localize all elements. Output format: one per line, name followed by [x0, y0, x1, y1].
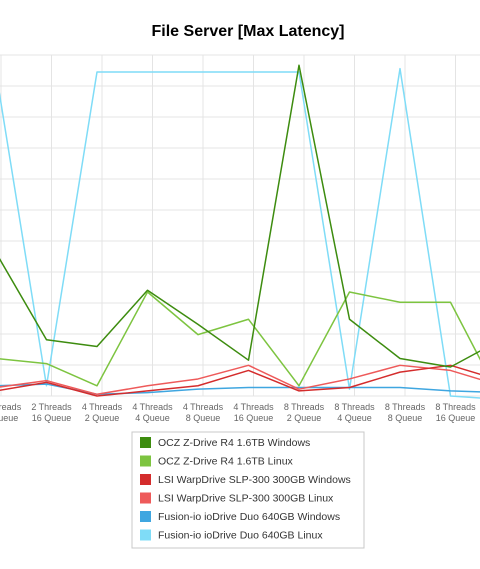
- legend-frame: [131, 431, 365, 549]
- legend-swatch: [140, 492, 151, 504]
- series-line: [0, 64, 480, 368]
- x-tick-label: 8 Threads 8 Queue: [385, 402, 426, 423]
- legend-swatch: [140, 455, 151, 467]
- legend-swatch: [140, 529, 151, 541]
- legend-label: OCZ Z-Drive R4 1.6TB Linux: [158, 456, 294, 468]
- legend-swatch: [140, 511, 151, 522]
- legend-swatch: [140, 474, 151, 485]
- series-line: [0, 67, 480, 399]
- x-tick-label: 8 Threads 4 Queue: [334, 402, 375, 423]
- x-tick-label: 4 Threads 8 Queue: [183, 402, 224, 423]
- series-line: [0, 291, 480, 387]
- x-tick-label: 4 Threads 16 Queue: [233, 402, 274, 423]
- x-tick-label: 2 Threads 16 Queue: [31, 402, 72, 423]
- legend-swatch: [140, 437, 151, 448]
- legend-label: LSI WarpDrive SLP-300 300GB Windows: [158, 474, 351, 486]
- legend: OCZ Z-Drive R4 1.6TB Windows OCZ Z-Drive …: [131, 431, 365, 549]
- series-line: [0, 364, 480, 396]
- legend-label: Fusion-io ioDrive Duo 640GB Windows: [158, 511, 340, 523]
- series-layer: [0, 64, 480, 399]
- legend-label: LSI WarpDrive SLP-300 300GB Linux: [158, 493, 334, 505]
- legend-label: Fusion-io ioDrive Duo 640GB Linux: [158, 530, 323, 542]
- x-tick-label: 4 Threads 2 Queue: [82, 402, 123, 423]
- x-tick-label: 8 Threads 2 Queue: [284, 402, 325, 423]
- grid-lines: [0, 54, 480, 397]
- chart-title: File Server [Max Latency]: [152, 23, 345, 40]
- x-tick-label: 4 Threads 4 Queue: [132, 402, 173, 423]
- x-tick-label: 8 Threads 16 Queue: [435, 402, 476, 423]
- series-line: [0, 364, 480, 397]
- legend-label: OCZ Z-Drive R4 1.6TB Windows: [158, 437, 310, 449]
